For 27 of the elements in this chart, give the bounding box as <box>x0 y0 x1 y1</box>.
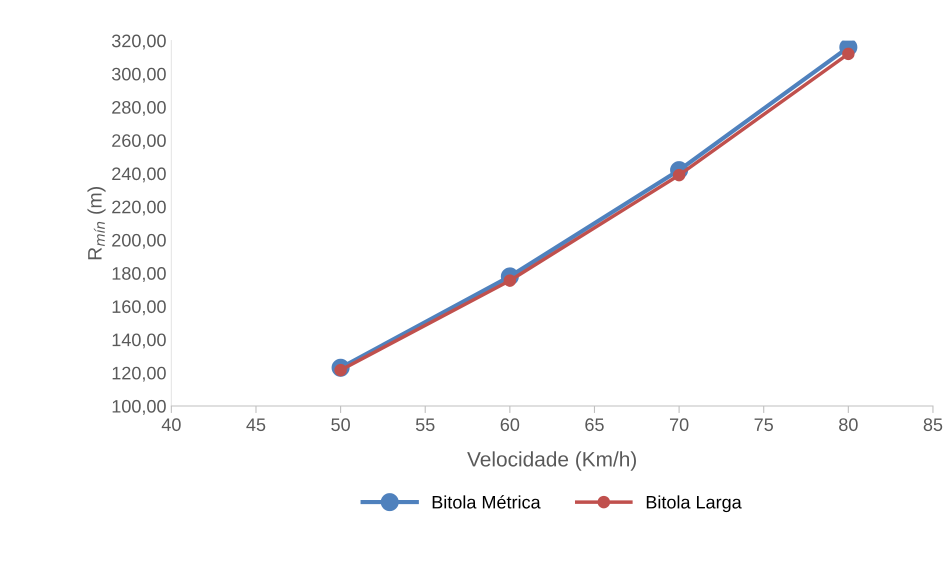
y-tick-label: 120,00 <box>112 366 166 382</box>
point <box>842 48 855 60</box>
x-axis-title: Velocidade (Km/h) <box>467 451 636 471</box>
y-tick-label: 140,00 <box>112 334 166 348</box>
y-tick-label: 260,00 <box>112 134 166 150</box>
y-tick-label: 160,00 <box>112 300 166 316</box>
y-axis-title: R$_{mín}$ (m) <box>87 187 106 260</box>
x-tick-label: 75 <box>754 418 773 432</box>
y-tick-label: 280,00 <box>112 100 166 116</box>
y-tick-label: 180,00 <box>112 267 166 282</box>
x-tick-label: 80 <box>839 418 858 432</box>
x-tick-label: 70 <box>670 418 688 432</box>
x-tick-label: 40 <box>162 418 181 432</box>
legend-label: Bitola Métrica <box>432 495 541 509</box>
x-tick-label: 65 <box>585 418 604 432</box>
x-tick-label: 45 <box>246 418 266 432</box>
x-tick-label: 55 <box>416 418 435 432</box>
y-tick-label: 240,00 <box>112 167 166 182</box>
y-tick-label: 100,00 <box>112 400 166 415</box>
y-tick-label: 220,00 <box>112 200 166 216</box>
y-tick-label: 300,00 <box>112 68 166 83</box>
x-tick-label: 85 <box>924 418 942 432</box>
legend-label: Bitola Larga <box>646 495 742 512</box>
y-tick-label: 200,00 <box>112 234 166 249</box>
y-tick-label: 320,00 <box>112 34 166 50</box>
x-tick-label: 50 <box>331 418 350 432</box>
x-tick-label: 60 <box>500 418 520 432</box>
